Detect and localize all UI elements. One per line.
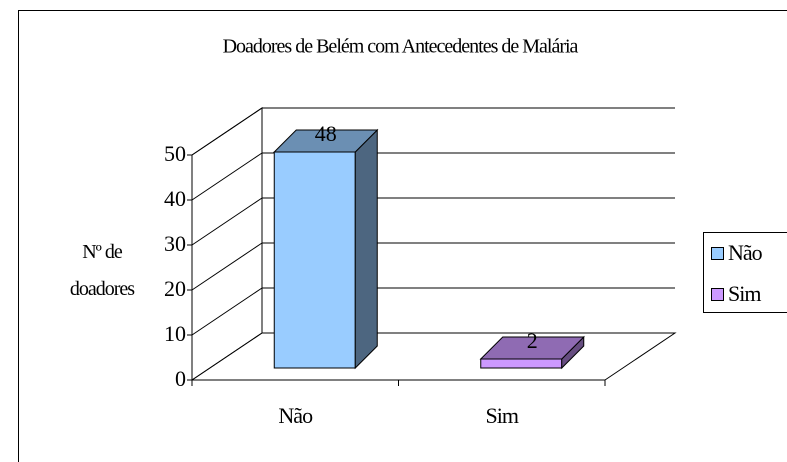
bar-side [354, 128, 378, 370]
grid-line [191, 287, 263, 336]
bar [479, 335, 585, 370]
y-tick-label: 0 [175, 366, 186, 391]
y-tick-label: 40 [164, 186, 186, 211]
bar-front [480, 358, 563, 369]
y-axis-label: Nº de doadores [69, 241, 135, 300]
bar-top [273, 129, 379, 153]
chart-title: Doadores de Belém com Antecedentes de Ma… [223, 36, 579, 58]
data-label: 2 [527, 328, 538, 353]
legend-label: Não [728, 240, 763, 265]
y-tick-label: 10 [164, 321, 186, 346]
grid-line [191, 152, 263, 201]
grid-line [191, 107, 263, 156]
chart-frame [18, 10, 787, 462]
y-tick-label: 50 [164, 141, 186, 166]
bar-top [479, 336, 585, 360]
y-tick-label: 20 [164, 276, 186, 301]
x-tick-label: Sim [486, 403, 519, 428]
bar-front [273, 151, 356, 369]
grid-line [191, 197, 263, 246]
legend-swatch [711, 247, 724, 260]
legend-swatch [711, 288, 724, 301]
y-tick-label: 30 [164, 231, 186, 256]
x-tick-label: Não [278, 403, 313, 428]
grid-line [191, 242, 263, 291]
data-label: 48 [315, 121, 337, 146]
legend-label: Sim [728, 281, 761, 306]
grid-line [191, 332, 263, 381]
bar [273, 128, 379, 370]
y-axis-label-box: Nº de doadores [69, 241, 135, 300]
